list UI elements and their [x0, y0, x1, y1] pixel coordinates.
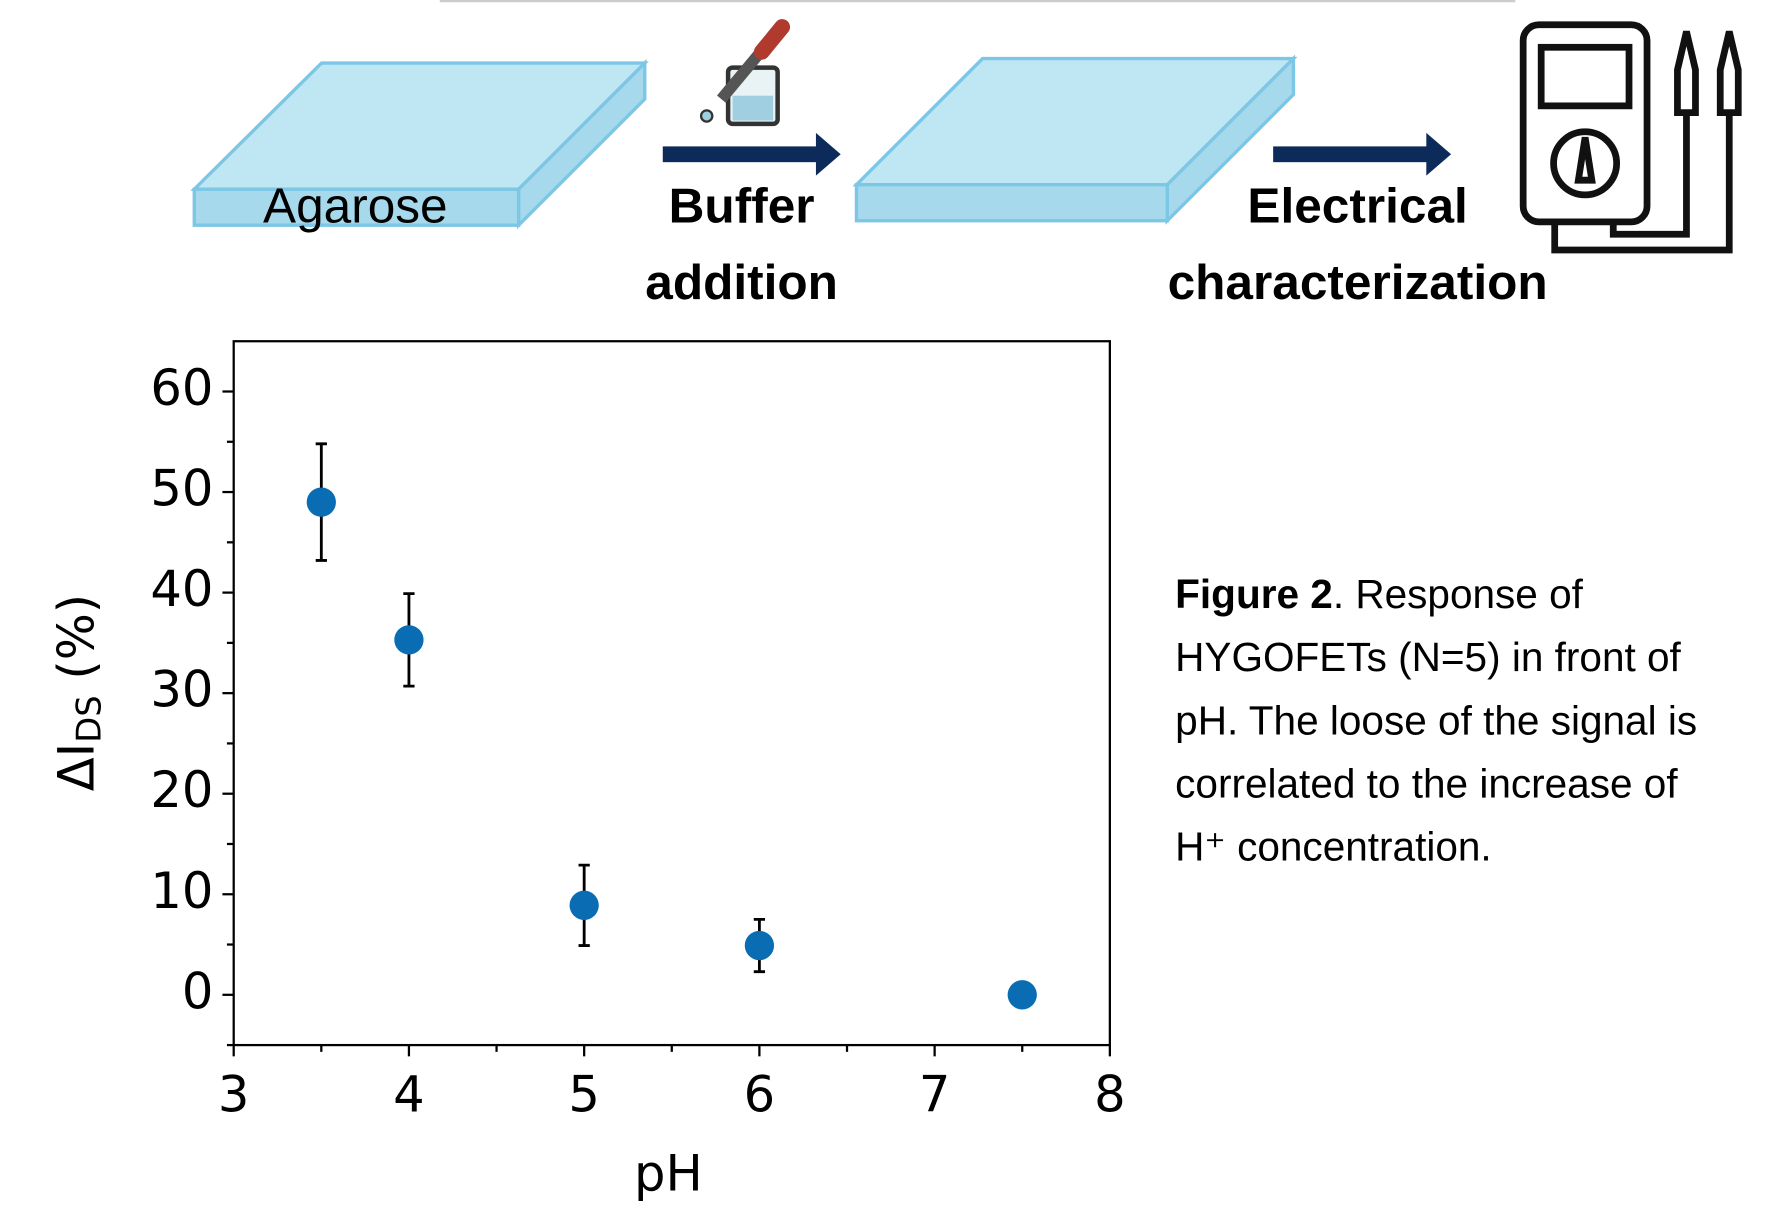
x-tick-label: 3 [218, 1066, 250, 1124]
y-label-suffix: (%) [47, 594, 105, 695]
y-tick-label: 20 [150, 761, 213, 819]
caption-line: pH. The loose of the signal is [1175, 697, 1697, 743]
arrow [663, 133, 841, 176]
step-label: Agarose [263, 178, 448, 234]
x-tick-label: 4 [393, 1066, 425, 1124]
multimeter-icon [1523, 25, 1738, 250]
arrow [1273, 133, 1451, 176]
caption-line: correlated to the increase of [1175, 760, 1678, 806]
x-tick-label: 8 [1094, 1066, 1126, 1124]
step-label: Buffer [669, 178, 815, 234]
step-label: addition [645, 254, 838, 310]
data-point [307, 487, 336, 516]
y-tick-label: 60 [150, 359, 213, 417]
plot-frame [234, 341, 1110, 1045]
data-point [745, 931, 774, 960]
x-tick-label: 7 [919, 1066, 951, 1124]
step-label: Electrical [1247, 178, 1467, 234]
data-point [1008, 980, 1037, 1009]
x-axis-label: pH [634, 1144, 703, 1202]
y-label-sub: DS [69, 695, 108, 742]
data-point [570, 891, 599, 920]
y-tick-label: 30 [150, 661, 213, 719]
step-label: characterization [1168, 254, 1548, 310]
caption-line: H⁺ concentration. [1175, 823, 1492, 869]
y-tick-label: 0 [182, 962, 214, 1020]
y-label-text: ΔI [47, 743, 105, 792]
caption-label: Figure 2 [1175, 571, 1333, 617]
caption-text: . Response of [1333, 571, 1584, 617]
x-tick-label: 5 [568, 1066, 600, 1124]
y-tick-label: 10 [150, 862, 213, 920]
page: Agarose Buffer addition Electrical chara… [0, 0, 1767, 1205]
data-point [394, 625, 423, 654]
dropper-icon [701, 27, 782, 124]
y-tick-label: 50 [150, 460, 213, 518]
x-tick-label: 6 [744, 1066, 776, 1124]
caption-line: Figure 2. Response of [1175, 571, 1583, 617]
caption-line: HYGOFETs (N=5) in front of [1175, 634, 1681, 680]
y-tick-label: 40 [150, 560, 213, 618]
y-axis-label: ΔIDS (%) [47, 594, 108, 791]
agarose-slab [856, 59, 1293, 221]
